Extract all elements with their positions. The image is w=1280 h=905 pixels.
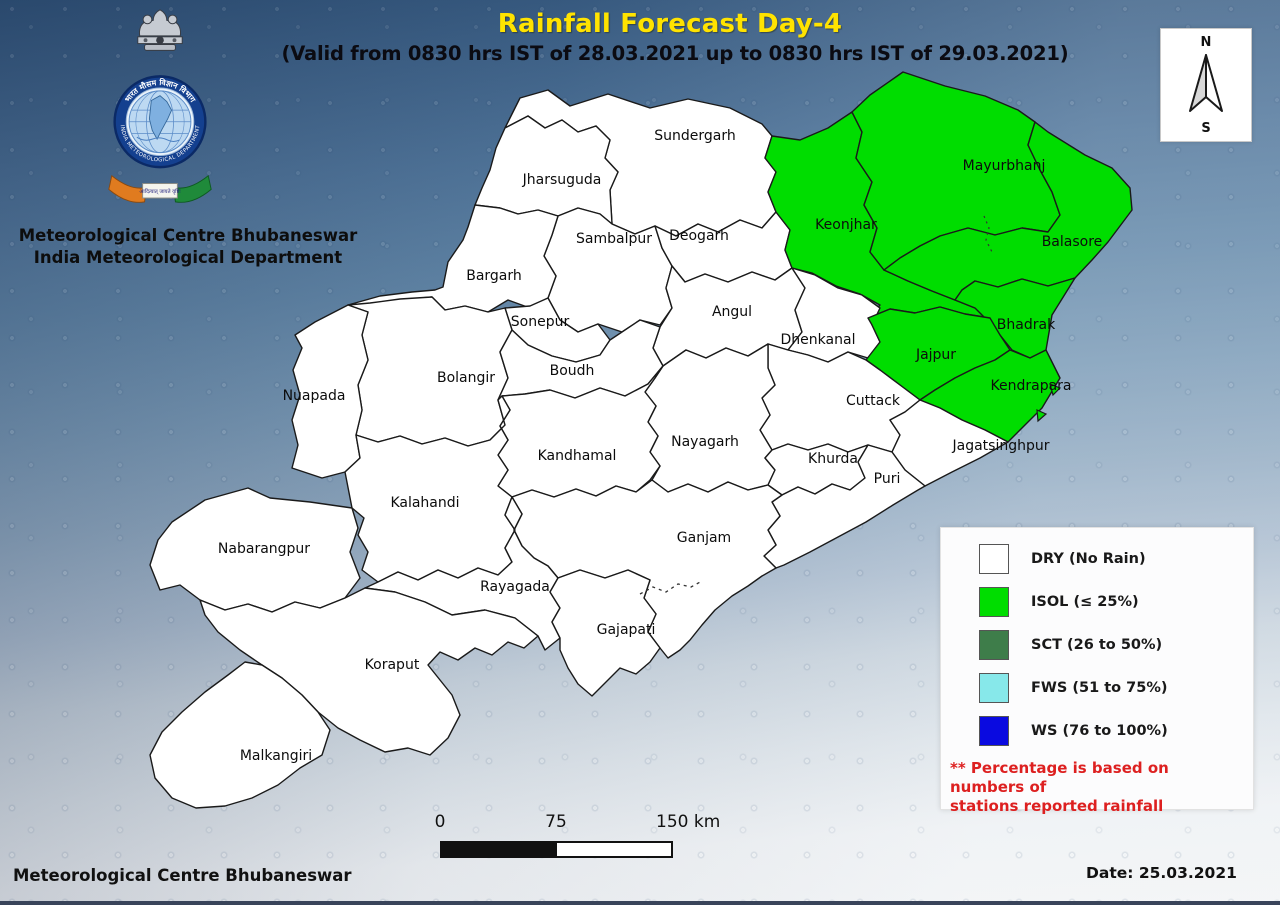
islet-icon	[1036, 409, 1048, 423]
district-label-nuapada: Nuapada	[283, 388, 346, 404]
district-label-ganjam: Ganjam	[677, 530, 731, 546]
scalebar-label-end: 150 km	[656, 812, 721, 832]
district-label-khurda: Khurda	[808, 451, 858, 467]
org-line2: India Meteorological Department	[33, 248, 343, 267]
imd-globe-icon: भारत मौसम विज्ञान विभाग INDIA METEOROLOG…	[113, 75, 207, 169]
footer-credit: Meteorological Centre Bhubaneswar	[13, 866, 352, 885]
legend-label-sct: SCT (26 to 50%)	[1031, 637, 1163, 653]
district-label-jharsuguda: Jharsuguda	[522, 172, 602, 188]
district-shape-malkangiri	[149, 661, 331, 809]
coastal-islets	[1036, 382, 1062, 423]
islet-icon	[1049, 382, 1062, 397]
district-label-balasore: Balasore	[1042, 234, 1103, 250]
compass-south-label: S	[1201, 121, 1211, 136]
legend-item-ws: WS (76 to 100%)	[979, 716, 1168, 746]
page-title: Rainfall Forecast Day-4	[497, 9, 843, 39]
district-label-nabarangpur: Nabarangpur	[218, 541, 310, 557]
footer-date: Date: 25.03.2021	[1086, 864, 1237, 882]
district-labels: Sundergarh Jharsuguda Sambalpur Deogarh Keon…	[218, 128, 1102, 764]
district-label-malkangiri: Malkangiri	[240, 748, 312, 764]
district-label-koraput: Koraput	[365, 657, 420, 673]
district-label-keonjhar: Keonjhar	[815, 217, 877, 233]
legend-item-fws: FWS (51 to 75%)	[979, 673, 1168, 703]
district-label-bolangir: Bolangir	[437, 370, 495, 386]
legend-note-line1: ** Percentage is based on numbers of	[950, 759, 1169, 796]
legend-label-ws: WS (76 to 100%)	[1031, 723, 1168, 739]
district-label-kendrapara: Kendrapara	[991, 378, 1072, 394]
district-label-jajpur: Jajpur	[915, 347, 956, 363]
district-label-gajapati: Gajapati	[597, 622, 656, 638]
district-label-cuttack: Cuttack	[846, 393, 901, 409]
bottom-border	[0, 901, 1280, 905]
district-shape-jagatsinghpur	[889, 399, 1009, 487]
scalebar-label-mid: 75	[545, 812, 567, 832]
district-label-nayagarh: Nayagarh	[671, 434, 739, 450]
legend-label-dry: DRY (No Rain)	[1031, 551, 1146, 567]
district-label-rayagada: Rayagada	[480, 579, 550, 595]
scalebar	[440, 841, 673, 858]
legend-note-line2: stations reported rainfall	[950, 797, 1164, 815]
river-dashes-icon	[983, 215, 993, 253]
legend-label-isol: ISOL (≤ 25%)	[1031, 594, 1139, 610]
district-shape-nayagarh	[644, 343, 776, 493]
district-label-boudh: Boudh	[550, 363, 595, 379]
district-shape-gajapati	[549, 569, 661, 697]
river-dashes-icon	[639, 580, 703, 595]
compass-north-label: N	[1200, 35, 1212, 50]
imd-logo: भारत मौसम विज्ञान विभाग INDIA METEOROLOG…	[108, 9, 212, 203]
scalebar-filled-half	[442, 843, 557, 856]
organisation-name: Meteorological Centre Bhubaneswar India …	[8, 225, 368, 269]
district-label-mayurbhanj: Mayurbhanj	[963, 158, 1046, 174]
district-label-sonepur: Sonepur	[511, 314, 570, 330]
legend-item-sct: SCT (26 to 50%)	[979, 630, 1162, 660]
org-line1: Meteorological Centre Bhubaneswar	[18, 226, 358, 245]
district-label-kalahandi: Kalahandi	[390, 495, 459, 511]
legend-swatch-isol	[979, 587, 1009, 617]
legend-note: ** Percentage is based on numbers of sta…	[950, 759, 1245, 816]
legend-swatch-fws	[979, 673, 1009, 703]
district-label-deogarh: Deogarh	[669, 228, 729, 244]
ashoka-emblem-icon	[137, 9, 183, 51]
district-label-jagatsinghpur: Jagatsinghpur	[952, 438, 1050, 454]
north-arrow-icon	[1189, 54, 1223, 112]
north-arrow-box: N S	[1160, 28, 1252, 142]
district-label-angul: Angul	[712, 304, 752, 320]
legend-item-dry: DRY (No Rain)	[979, 544, 1146, 574]
district-label-puri: Puri	[874, 471, 901, 487]
logo-ribbon-icon: आदित्यात् जायते वृष्टिः	[108, 174, 212, 203]
district-shape-balasore	[883, 121, 1133, 301]
legend-swatch-sct	[979, 630, 1009, 660]
district-label-bhadrak: Bhadrak	[997, 317, 1056, 333]
district-label-dhenkanal: Dhenkanal	[781, 332, 856, 348]
district-shapes	[149, 71, 1133, 809]
scalebar-label-start: 0	[434, 812, 446, 832]
legend-box: DRY (No Rain) ISOL (≤ 25%) SCT (26 to 50%)…	[940, 527, 1254, 815]
district-shape-bargarh	[347, 204, 559, 313]
validity-subtitle: (Valid from 0830 hrs IST of 28.03.2021 u…	[281, 42, 1069, 65]
district-label-bargarh: Bargarh	[466, 268, 522, 284]
district-label-sundergarh: Sundergarh	[654, 128, 736, 144]
legend-label-fws: FWS (51 to 75%)	[1031, 680, 1168, 696]
district-shape-dhenkanal	[787, 267, 881, 363]
district-label-sambalpur: Sambalpur	[576, 231, 652, 247]
legend-swatch-ws	[979, 716, 1009, 746]
district-label-kandhamal: Kandhamal	[538, 448, 617, 464]
logo-motto: आदित्यात् जायते वृष्टिः	[139, 188, 181, 195]
legend-item-isol: ISOL (≤ 25%)	[979, 587, 1139, 617]
legend-swatch-dry	[979, 544, 1009, 574]
